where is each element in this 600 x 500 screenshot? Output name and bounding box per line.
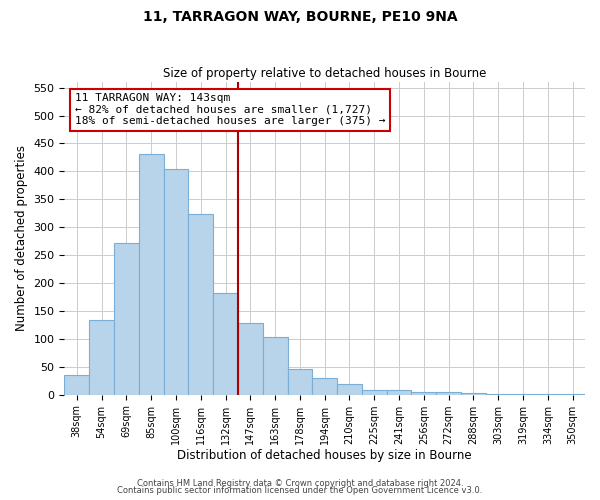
Bar [461, 393, 486, 394]
Y-axis label: Number of detached properties: Number of detached properties [15, 146, 28, 332]
Bar [337, 384, 362, 394]
Bar [164, 168, 188, 394]
Bar [64, 375, 89, 394]
Title: Size of property relative to detached houses in Bourne: Size of property relative to detached ho… [163, 66, 487, 80]
Bar [188, 214, 213, 394]
X-axis label: Distribution of detached houses by size in Bourne: Distribution of detached houses by size … [178, 450, 472, 462]
Bar [412, 392, 436, 394]
Bar [313, 378, 337, 394]
Text: 11 TARRAGON WAY: 143sqm
← 82% of detached houses are smaller (1,727)
18% of semi: 11 TARRAGON WAY: 143sqm ← 82% of detache… [75, 93, 385, 126]
Bar [436, 392, 461, 394]
Bar [238, 324, 263, 394]
Bar [287, 369, 313, 394]
Bar [114, 243, 139, 394]
Bar [362, 390, 386, 394]
Bar [386, 390, 412, 394]
Bar [263, 337, 287, 394]
Text: Contains public sector information licensed under the Open Government Licence v3: Contains public sector information licen… [118, 486, 482, 495]
Text: Contains HM Land Registry data © Crown copyright and database right 2024.: Contains HM Land Registry data © Crown c… [137, 478, 463, 488]
Bar [139, 154, 164, 394]
Bar [213, 292, 238, 394]
Bar [89, 320, 114, 394]
Text: 11, TARRAGON WAY, BOURNE, PE10 9NA: 11, TARRAGON WAY, BOURNE, PE10 9NA [143, 10, 457, 24]
